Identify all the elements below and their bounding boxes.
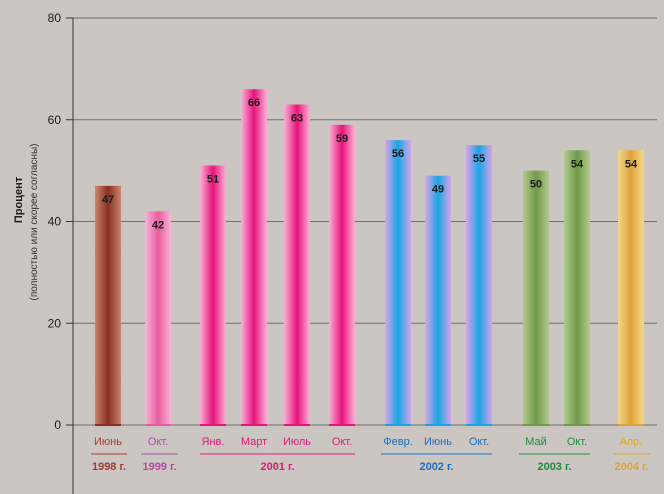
bar — [564, 150, 590, 425]
category-label: Янв. — [202, 436, 225, 448]
category-label: Окт. — [567, 436, 587, 448]
y-axis-title: Процент — [13, 176, 25, 223]
category-label: Февр. — [383, 436, 413, 448]
category-label: Июнь — [94, 436, 122, 448]
group-year-label: 1998 г. — [92, 461, 126, 473]
bar — [284, 104, 310, 426]
y-tick-label: 40 — [48, 215, 62, 229]
y-tick-label: 60 — [48, 113, 62, 127]
category-label: Окт. — [469, 436, 489, 448]
data-label: 55 — [473, 153, 485, 165]
category-label: Март — [241, 436, 267, 448]
bar — [618, 150, 644, 425]
bar — [145, 211, 171, 425]
category-label: Окт. — [332, 436, 352, 448]
bar-layer — [95, 89, 644, 426]
category-label: Май — [525, 436, 547, 448]
data-label: 63 — [291, 112, 303, 124]
bar — [523, 170, 549, 425]
group-year-label: 2003 г. — [537, 461, 571, 473]
group-year-label: 2002 г. — [419, 461, 453, 473]
label-layer: 47 Июнь 42 Окт. 51 Янв. 66 Март 63 Июль 59 Окт. 56 Фе… — [91, 97, 650, 473]
data-label: 51 — [207, 174, 219, 186]
group-year-label: 2001 г. — [260, 461, 294, 473]
bar — [329, 124, 355, 426]
y-tick-label: 80 — [48, 11, 62, 25]
bar — [425, 175, 451, 425]
bar — [385, 140, 411, 425]
category-label: Июнь — [424, 436, 452, 448]
bar — [241, 89, 267, 425]
data-label: 42 — [152, 219, 164, 231]
data-label: 49 — [432, 184, 444, 196]
bar — [200, 165, 226, 425]
bar — [95, 185, 121, 425]
category-label: Июль — [283, 436, 311, 448]
data-label: 54 — [571, 158, 584, 170]
category-label: Окт. — [148, 436, 168, 448]
data-label: 54 — [625, 158, 638, 170]
data-label: 59 — [336, 133, 348, 145]
bar — [466, 145, 492, 425]
y-tick-label: 20 — [48, 316, 62, 330]
y-axis-subtitle: (полностью или скорее согласны) — [29, 144, 40, 301]
group-year-label: 1999 г. — [142, 461, 176, 473]
category-label: Апр. — [620, 436, 642, 448]
data-label: 66 — [248, 97, 260, 109]
data-label: 47 — [102, 194, 114, 206]
data-label: 50 — [530, 179, 542, 191]
y-tick-label: 0 — [54, 418, 61, 432]
data-label: 56 — [392, 148, 404, 160]
group-year-label: 2004 г. — [614, 461, 648, 473]
